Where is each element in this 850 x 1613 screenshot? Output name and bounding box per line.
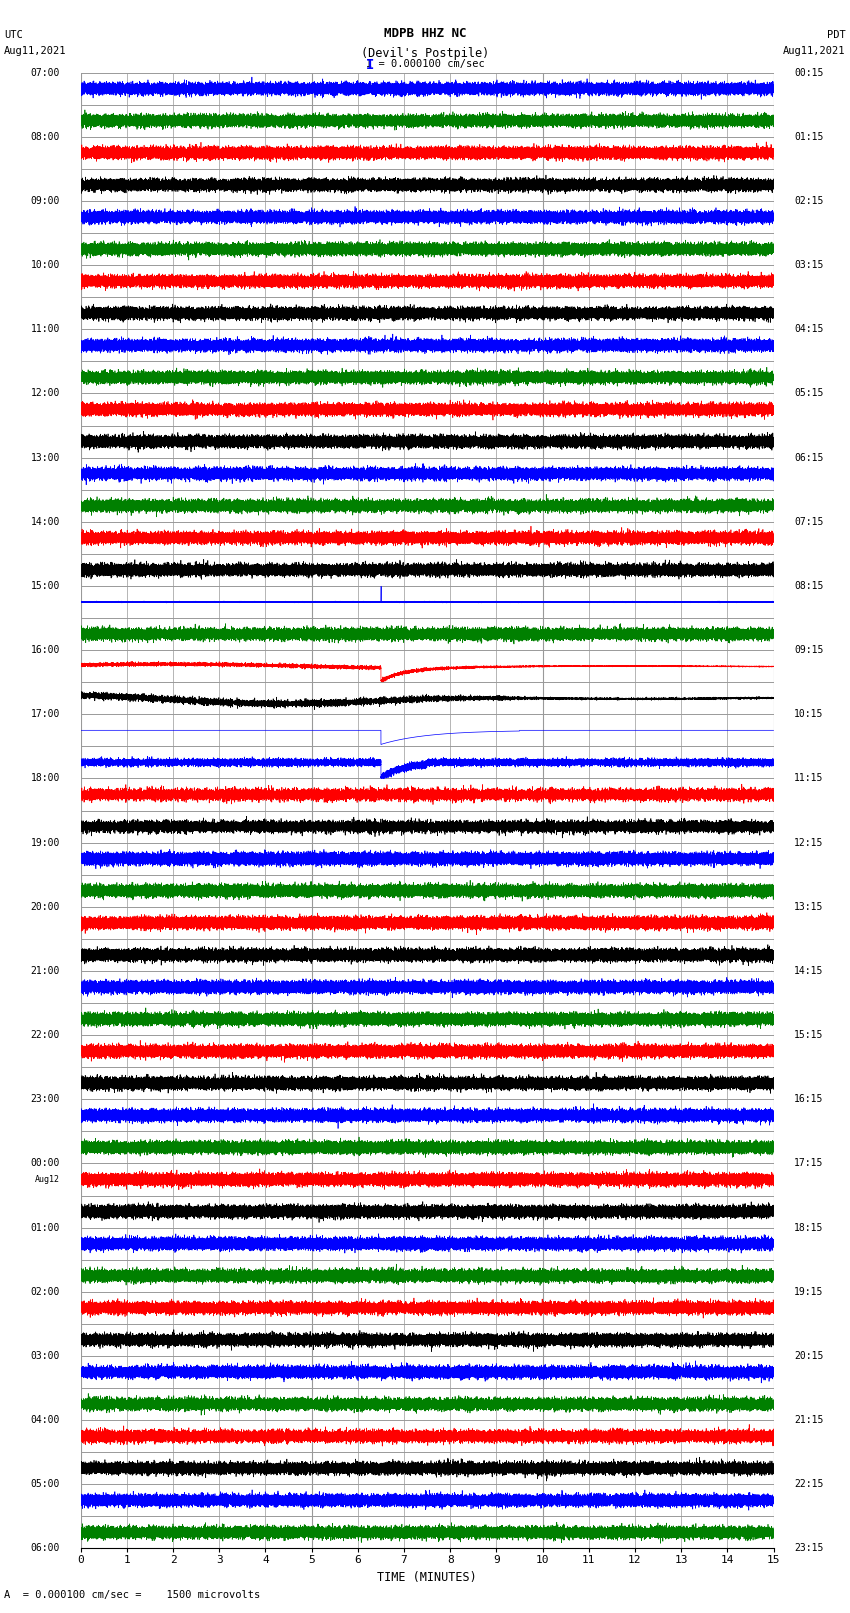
Text: 04:00: 04:00 [31,1415,60,1426]
X-axis label: TIME (MINUTES): TIME (MINUTES) [377,1571,477,1584]
Text: 14:00: 14:00 [31,516,60,527]
Text: 10:15: 10:15 [794,710,824,719]
Text: 06:15: 06:15 [794,453,824,463]
Text: 13:15: 13:15 [794,902,824,911]
Text: 19:00: 19:00 [31,837,60,847]
Text: 08:00: 08:00 [31,132,60,142]
Text: 02:00: 02:00 [31,1287,60,1297]
Text: 01:00: 01:00 [31,1223,60,1232]
Text: UTC: UTC [4,31,23,40]
Text: MDPB HHZ NC: MDPB HHZ NC [383,27,467,40]
Text: 00:00: 00:00 [31,1158,60,1168]
Text: 23:00: 23:00 [31,1094,60,1105]
Text: 22:15: 22:15 [794,1479,824,1489]
Text: 18:00: 18:00 [31,774,60,784]
Text: 16:15: 16:15 [794,1094,824,1105]
Text: 14:15: 14:15 [794,966,824,976]
Text: Aug11,2021: Aug11,2021 [783,47,846,56]
Text: 10:00: 10:00 [31,260,60,269]
Text: 11:00: 11:00 [31,324,60,334]
Text: (Devil's Postpile): (Devil's Postpile) [361,47,489,60]
Text: 03:00: 03:00 [31,1352,60,1361]
Text: 09:15: 09:15 [794,645,824,655]
Text: 08:15: 08:15 [794,581,824,590]
Text: 12:00: 12:00 [31,389,60,398]
Text: 07:00: 07:00 [31,68,60,77]
Text: 00:15: 00:15 [794,68,824,77]
Text: 18:15: 18:15 [794,1223,824,1232]
Text: 11:15: 11:15 [794,774,824,784]
Text: 01:15: 01:15 [794,132,824,142]
Text: 03:15: 03:15 [794,260,824,269]
Text: 02:15: 02:15 [794,195,824,206]
Text: 22:00: 22:00 [31,1031,60,1040]
Text: A  = 0.000100 cm/sec =    1500 microvolts: A = 0.000100 cm/sec = 1500 microvolts [4,1590,260,1600]
Text: 20:00: 20:00 [31,902,60,911]
Text: 17:00: 17:00 [31,710,60,719]
Text: 16:00: 16:00 [31,645,60,655]
Text: 04:15: 04:15 [794,324,824,334]
Text: I: I [366,58,374,71]
Text: 17:15: 17:15 [794,1158,824,1168]
Text: 20:15: 20:15 [794,1352,824,1361]
Text: 15:15: 15:15 [794,1031,824,1040]
Text: 15:00: 15:00 [31,581,60,590]
Text: 23:15: 23:15 [794,1544,824,1553]
Text: 21:15: 21:15 [794,1415,824,1426]
Text: 21:00: 21:00 [31,966,60,976]
Text: 07:15: 07:15 [794,516,824,527]
Text: PDT: PDT [827,31,846,40]
Text: 19:15: 19:15 [794,1287,824,1297]
Text: 09:00: 09:00 [31,195,60,206]
Text: Aug12: Aug12 [35,1174,60,1184]
Text: 05:00: 05:00 [31,1479,60,1489]
Text: Aug11,2021: Aug11,2021 [4,47,67,56]
Text: 06:00: 06:00 [31,1544,60,1553]
Text: 12:15: 12:15 [794,837,824,847]
Text: I = 0.000100 cm/sec: I = 0.000100 cm/sec [366,60,484,69]
Text: 13:00: 13:00 [31,453,60,463]
Text: 05:15: 05:15 [794,389,824,398]
